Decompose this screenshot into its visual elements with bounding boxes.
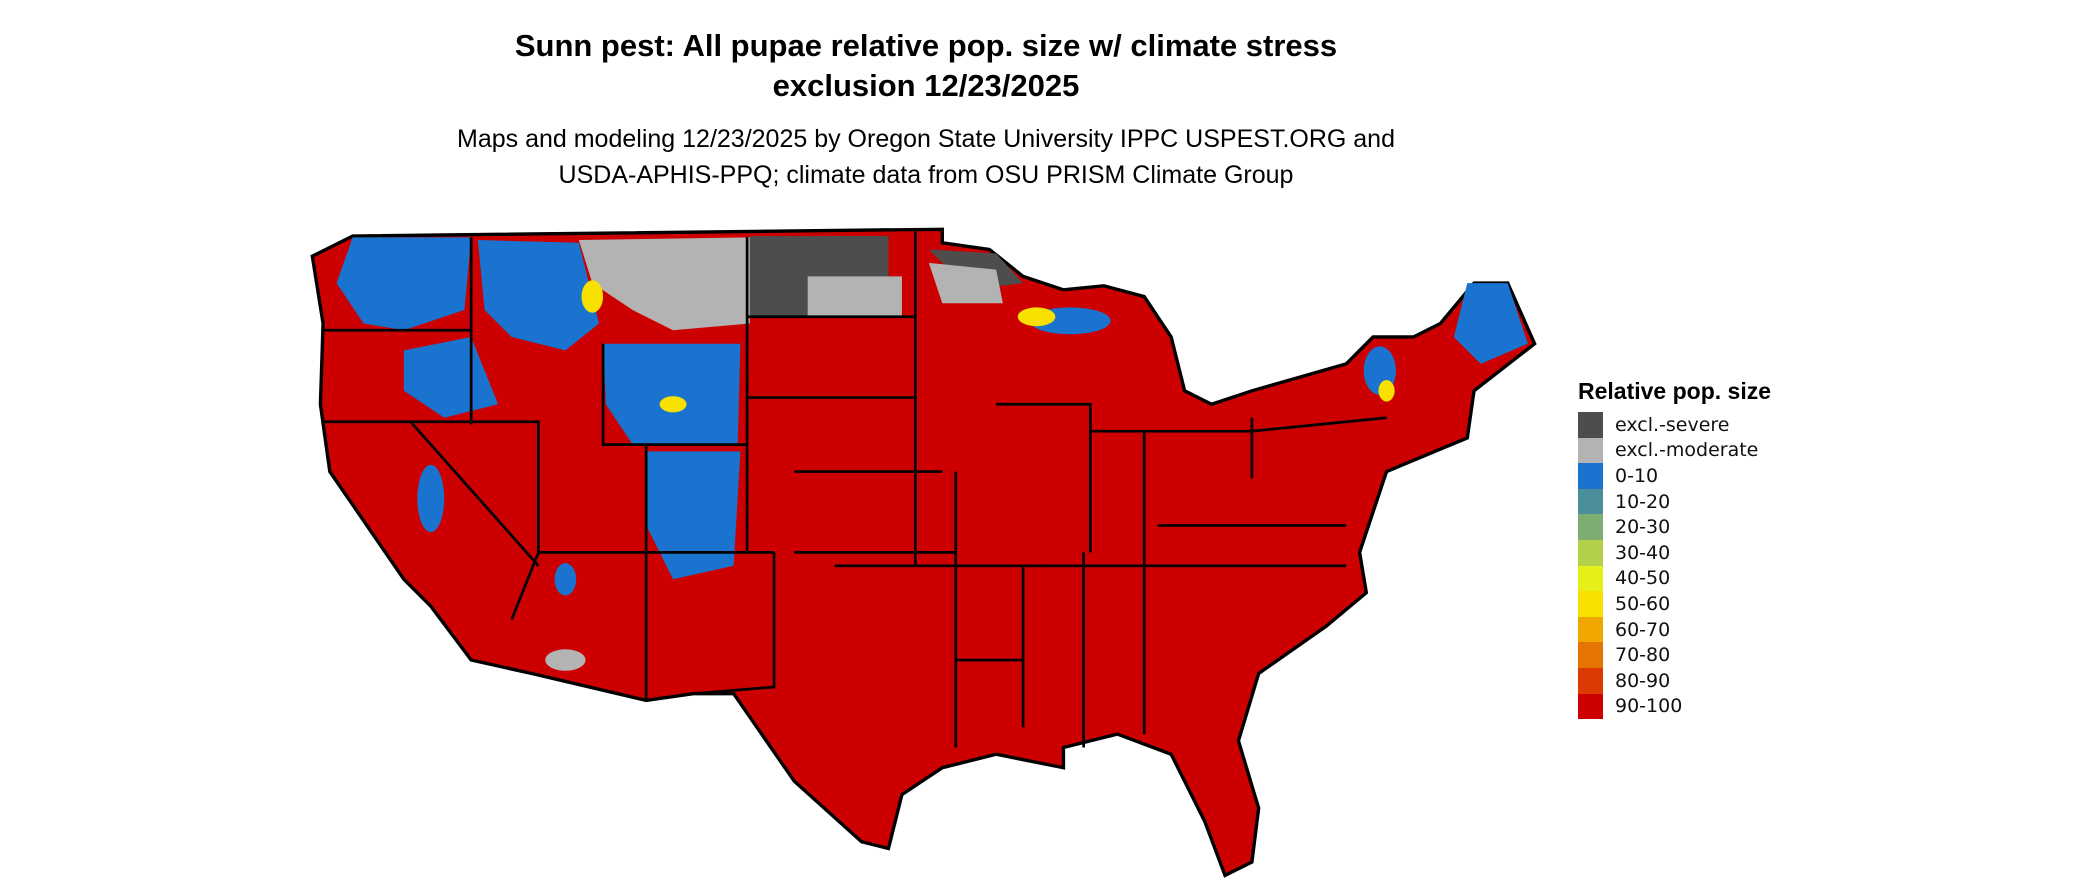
legend-label: excl.-moderate xyxy=(1615,439,1759,462)
legend-swatch xyxy=(1578,565,1603,592)
map-subtitle-line1: Maps and modeling 12/23/2025 by Oregon S… xyxy=(457,125,1395,153)
legend-label: 40-50 xyxy=(1615,567,1671,590)
legend-item: 20-30 xyxy=(1578,514,1771,540)
mid-population-patches xyxy=(581,280,1395,413)
map-subtitle-line2: USDA-APHIS-PPQ; climate data from OSU PR… xyxy=(558,161,1294,189)
legend: Relative pop. size excl.-severe excl.-mod… xyxy=(1578,378,1772,720)
legend-item: 70-80 xyxy=(1578,642,1771,668)
legend-swatch xyxy=(1578,616,1603,643)
map-title-line2: exclusion 12/23/2025 xyxy=(772,68,1080,103)
legend-item: 50-60 xyxy=(1578,591,1771,617)
legend-label: 80-90 xyxy=(1615,669,1671,692)
legend-item: 40-50 xyxy=(1578,565,1771,592)
legend-swatch xyxy=(1578,488,1603,515)
legend-swatch xyxy=(1578,412,1603,438)
low-population-patches xyxy=(336,237,1528,596)
legend-swatch xyxy=(1578,463,1603,489)
legend-item: 30-40 xyxy=(1578,539,1771,566)
legend-label: 70-80 xyxy=(1615,644,1671,667)
legend-label: excl.-severe xyxy=(1615,413,1730,436)
legend-title: Relative pop. size xyxy=(1578,378,1772,404)
legend-item: 10-20 xyxy=(1578,488,1771,515)
legend-label: 10-20 xyxy=(1615,490,1671,513)
legend-swatch xyxy=(1578,642,1603,668)
legend-item: 60-70 xyxy=(1578,616,1771,643)
legend-item: excl.-moderate xyxy=(1578,437,1771,464)
legend-swatch xyxy=(1578,591,1603,617)
legend-item: 90-100 xyxy=(1578,693,1771,720)
legend-label: 20-30 xyxy=(1615,516,1671,539)
legend-swatch xyxy=(1578,667,1603,694)
legend-item: 80-90 xyxy=(1578,667,1771,694)
legend-label: 90-100 xyxy=(1615,695,1683,718)
exclusion-moderate-patches xyxy=(545,237,1003,671)
state-borders xyxy=(323,229,1387,748)
legend-swatch xyxy=(1578,437,1603,464)
legend-label: 0-10 xyxy=(1615,464,1659,487)
map-title-line1: Sunn pest: All pupae relative pop. size … xyxy=(514,28,1338,63)
legend-swatch xyxy=(1578,539,1603,566)
legend-item: excl.-severe xyxy=(1578,412,1771,438)
legend-swatch xyxy=(1578,693,1603,720)
legend-label: 60-70 xyxy=(1615,618,1671,641)
legend-swatch xyxy=(1578,514,1603,540)
legend-item: 0-10 xyxy=(1578,463,1771,489)
us-territory xyxy=(310,227,1537,878)
legend-label: 30-40 xyxy=(1615,541,1671,564)
legend-label: 50-60 xyxy=(1615,592,1671,615)
